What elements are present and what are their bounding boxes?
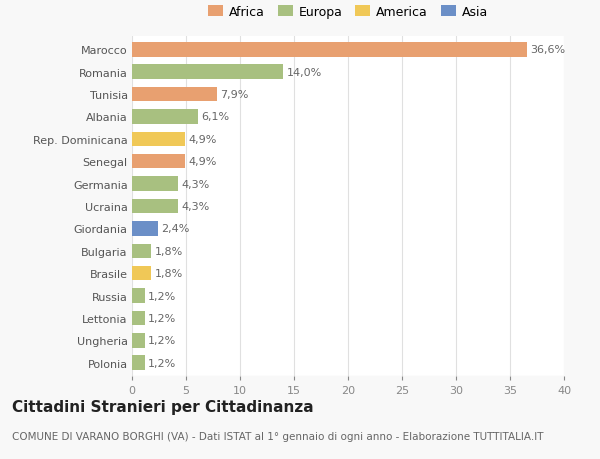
Bar [132, 289, 145, 303]
Bar [132, 244, 151, 258]
Text: 2,4%: 2,4% [161, 224, 190, 234]
Text: 1,2%: 1,2% [148, 313, 176, 323]
Bar [132, 333, 145, 348]
Text: 1,2%: 1,2% [148, 336, 176, 346]
Bar [132, 222, 158, 236]
Legend: Africa, Europa, America, Asia: Africa, Europa, America, Asia [203, 1, 493, 24]
Text: 1,8%: 1,8% [155, 246, 183, 256]
Text: COMUNE DI VARANO BORGHI (VA) - Dati ISTAT al 1° gennaio di ogni anno - Elaborazi: COMUNE DI VARANO BORGHI (VA) - Dati ISTA… [12, 431, 544, 442]
Text: 4,9%: 4,9% [188, 157, 217, 167]
Text: 4,3%: 4,3% [182, 202, 210, 212]
Bar [132, 311, 145, 325]
Text: 6,1%: 6,1% [201, 112, 229, 122]
Text: 1,8%: 1,8% [155, 269, 183, 279]
Bar [132, 199, 178, 214]
Bar [132, 88, 217, 102]
Text: 1,2%: 1,2% [148, 358, 176, 368]
Text: 14,0%: 14,0% [286, 67, 322, 78]
Text: 4,3%: 4,3% [182, 179, 210, 189]
Text: Cittadini Stranieri per Cittadinanza: Cittadini Stranieri per Cittadinanza [12, 399, 314, 414]
Bar [132, 155, 185, 169]
Text: 36,6%: 36,6% [530, 45, 566, 55]
Text: 7,9%: 7,9% [221, 90, 249, 100]
Bar [132, 132, 185, 147]
Bar [132, 177, 178, 191]
Bar [132, 43, 527, 57]
Text: 4,9%: 4,9% [188, 134, 217, 145]
Text: 1,2%: 1,2% [148, 291, 176, 301]
Bar [132, 65, 283, 80]
Bar [132, 110, 198, 124]
Bar [132, 266, 151, 281]
Bar [132, 356, 145, 370]
